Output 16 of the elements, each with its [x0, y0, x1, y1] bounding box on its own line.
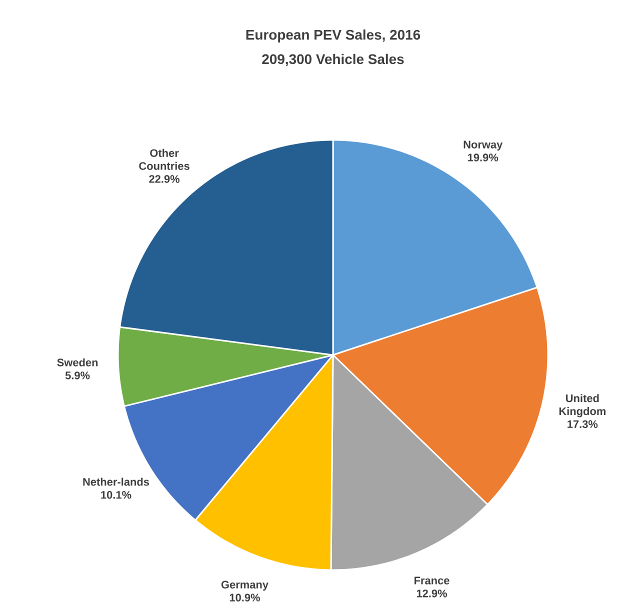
data-label: 10.1%: [101, 490, 132, 499]
data-label: 5.9%: [65, 372, 90, 380]
slice-label: United Kingdom: [559, 394, 606, 418]
data-label: 10.9%: [230, 594, 260, 602]
slice-label: Germany: [221, 580, 268, 591]
data-label: 22.9%: [149, 175, 180, 183]
slice-label: Nether-lands: [83, 478, 150, 486]
slice-label: Norway: [464, 140, 503, 151]
slice-label: Other Countries: [139, 148, 190, 170]
slice-label: Sweden: [57, 358, 98, 366]
chart-title: European PEV Sales, 2016: [246, 29, 420, 42]
slice-label: France: [414, 576, 450, 584]
data-label: 12.9%: [416, 590, 448, 598]
data-label: 17.3%: [568, 420, 598, 428]
chart-subtitle: 209,300 Vehicle Sales: [262, 54, 404, 66]
data-label: 19.9%: [468, 154, 498, 162]
